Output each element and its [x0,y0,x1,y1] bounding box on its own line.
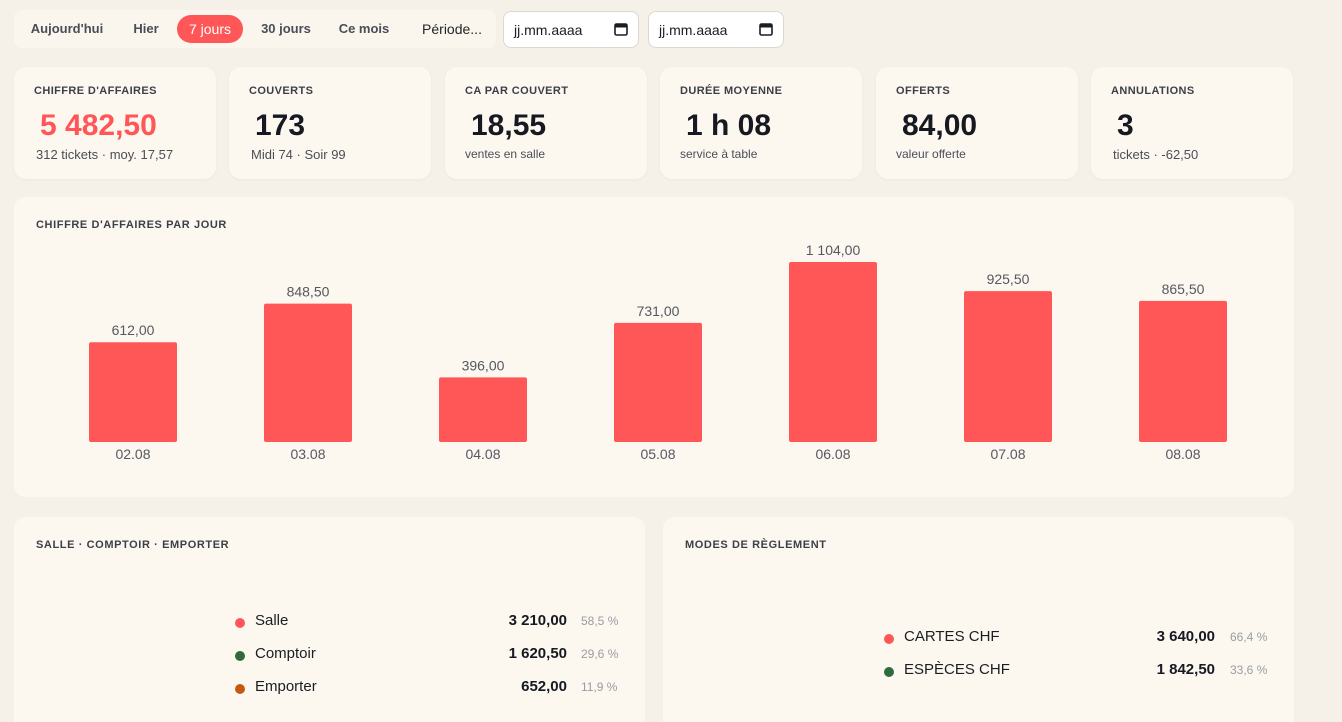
kpi-cancellations-card: ANNULATIONS 3 tickets · -62,50 [1091,67,1293,179]
legend-dot [235,651,245,661]
calendar-icon[interactable] [759,22,773,36]
channel-row: Comptoir 1 620,50 29,6 % [235,645,641,665]
legend-name: ESPÈCES CHF [904,661,1010,678]
x-tick-label: 07.08 [990,446,1025,462]
kpi-average-duration-card: DURÉE MOYENNE 1 h 08 service à table [660,67,862,179]
bar-value-label: 1 104,00 [806,242,861,258]
legend-percent: 58,5 % [581,614,619,628]
kpi-subtext: ventes en salle [465,147,546,161]
kpi-revenue-per-cover-card: CA PAR COUVERT 18,55 ventes en salle [445,67,647,179]
kpi-subtext: Midi 74 · Soir 99 [251,147,346,162]
x-tick-label: 02.08 [115,446,150,462]
kpi-subtext: 312 tickets · moy. 17,57 [36,147,174,162]
date-to-input[interactable]: jj.mm.aaaa [648,11,784,48]
kpi-label: DURÉE MOYENNE [680,85,783,97]
kpi-label: CA PAR COUVERT [465,85,569,97]
bar-value-label: 612,00 [112,322,155,338]
bar-07.08[interactable] [964,291,1052,442]
kpi-value: 173 [255,109,306,142]
payment-row: CARTES CHF 3 640,00 66,4 % [884,628,1290,648]
legend-dot [235,618,245,628]
bar-04.08[interactable] [439,377,527,442]
bar-03.08[interactable] [264,303,352,442]
legend-dot [884,634,894,644]
payment-methods-card: MODES DE RÈGLEMENT CARTES CHF 3 640,00 66,… [663,517,1294,722]
bar-value-label: 396,00 [462,357,505,373]
channel-split-card: SALLE · COMPTOIR · EMPORTER Salle 3 210,0… [14,517,645,722]
daily-revenue-bar-chart: 612,00 02.08 848,50 03.08 396,00 04.08 731,00 0… [89,242,1227,462]
bar-06.08[interactable] [789,262,877,442]
date-to-placeholder: jj.mm.aaaa [659,22,728,38]
chart-title: CHIFFRE D'AFFAIRES PAR JOUR [36,219,227,231]
kpi-revenue-card: CHIFFRE D'AFFAIRES 5 482,50 312 tickets … [14,67,216,179]
date-from-input[interactable]: jj.mm.aaaa [503,11,639,48]
bar-value-label: 848,50 [287,284,330,300]
legend-value: 1 620,50 [508,645,567,662]
filter-7-days-button[interactable]: 7 jours [177,15,243,43]
kpi-value: 3 [1117,109,1134,142]
kpi-offered-card: OFFERTS 84,00 valeur offerte [876,67,1078,179]
kpi-covers-card: COUVERTS 173 Midi 74 · Soir 99 [229,67,431,179]
legend-name: Emporter [255,678,317,695]
legend-dot [235,684,245,694]
legend-value: 652,00 [521,678,567,695]
daily-revenue-chart-card: CHIFFRE D'AFFAIRES PAR JOUR 612,00 02.08 8… [14,197,1294,497]
x-tick-label: 03.08 [290,446,325,462]
legend-value: 3 640,00 [1156,628,1215,645]
legend-percent: 29,6 % [581,647,619,661]
legend-name: CARTES CHF [904,628,1000,645]
x-tick-label: 05.08 [640,446,675,462]
bar-08.08[interactable] [1139,300,1227,442]
filter-period-button[interactable]: Période... [422,21,482,37]
x-tick-label: 04.08 [465,446,500,462]
kpi-label: CHIFFRE D'AFFAIRES [34,85,157,97]
kpi-label: OFFERTS [896,85,951,97]
bar-05.08[interactable] [614,322,702,442]
calendar-icon[interactable] [614,22,628,36]
x-tick-label: 06.08 [815,446,850,462]
channel-split-title: SALLE · COMPTOIR · EMPORTER [36,539,230,551]
filter-this-month-button[interactable]: Ce mois [338,21,390,36]
channel-row: Emporter 652,00 11,9 % [235,678,641,698]
kpi-subtext: tickets · -62,50 [1113,147,1199,162]
filter-today-button[interactable]: Aujourd'hui [30,21,104,36]
filter-yesterday-button[interactable]: Hier [133,21,159,36]
legend-name: Salle [255,612,289,629]
kpi-subtext: valeur offerte [896,147,966,161]
kpi-label: COUVERTS [249,85,314,97]
bar-value-label: 865,50 [1162,281,1205,297]
channel-row: Salle 3 210,00 58,5 % [235,612,641,632]
filter-30-days-button[interactable]: 30 jours [261,21,311,36]
kpi-label: ANNULATIONS [1111,85,1195,97]
payment-row: ESPÈCES CHF 1 842,50 33,6 % [884,661,1290,681]
kpi-value: 5 482,50 [40,109,157,142]
x-tick-label: 08.08 [1165,446,1200,462]
legend-name: Comptoir [255,645,316,662]
bar-02.08[interactable] [89,342,177,442]
legend-percent: 11,9 % [581,680,618,694]
legend-value: 3 210,00 [508,612,567,629]
date-from-placeholder: jj.mm.aaaa [514,22,583,38]
legend-dot [884,667,894,677]
bar-value-label: 731,00 [637,303,680,319]
legend-value: 1 842,50 [1156,661,1215,678]
payment-methods-title: MODES DE RÈGLEMENT [685,539,827,551]
bar-value-label: 925,50 [987,271,1030,287]
kpi-subtext: service à table [680,147,758,161]
legend-percent: 66,4 % [1230,630,1268,644]
period-filter-bar: Aujourd'hui Hier 7 jours 30 jours Ce moi… [14,10,496,48]
legend-percent: 33,6 % [1230,663,1268,677]
kpi-value: 84,00 [902,109,978,142]
kpi-value: 1 h 08 [686,109,772,142]
kpi-value: 18,55 [471,109,547,142]
